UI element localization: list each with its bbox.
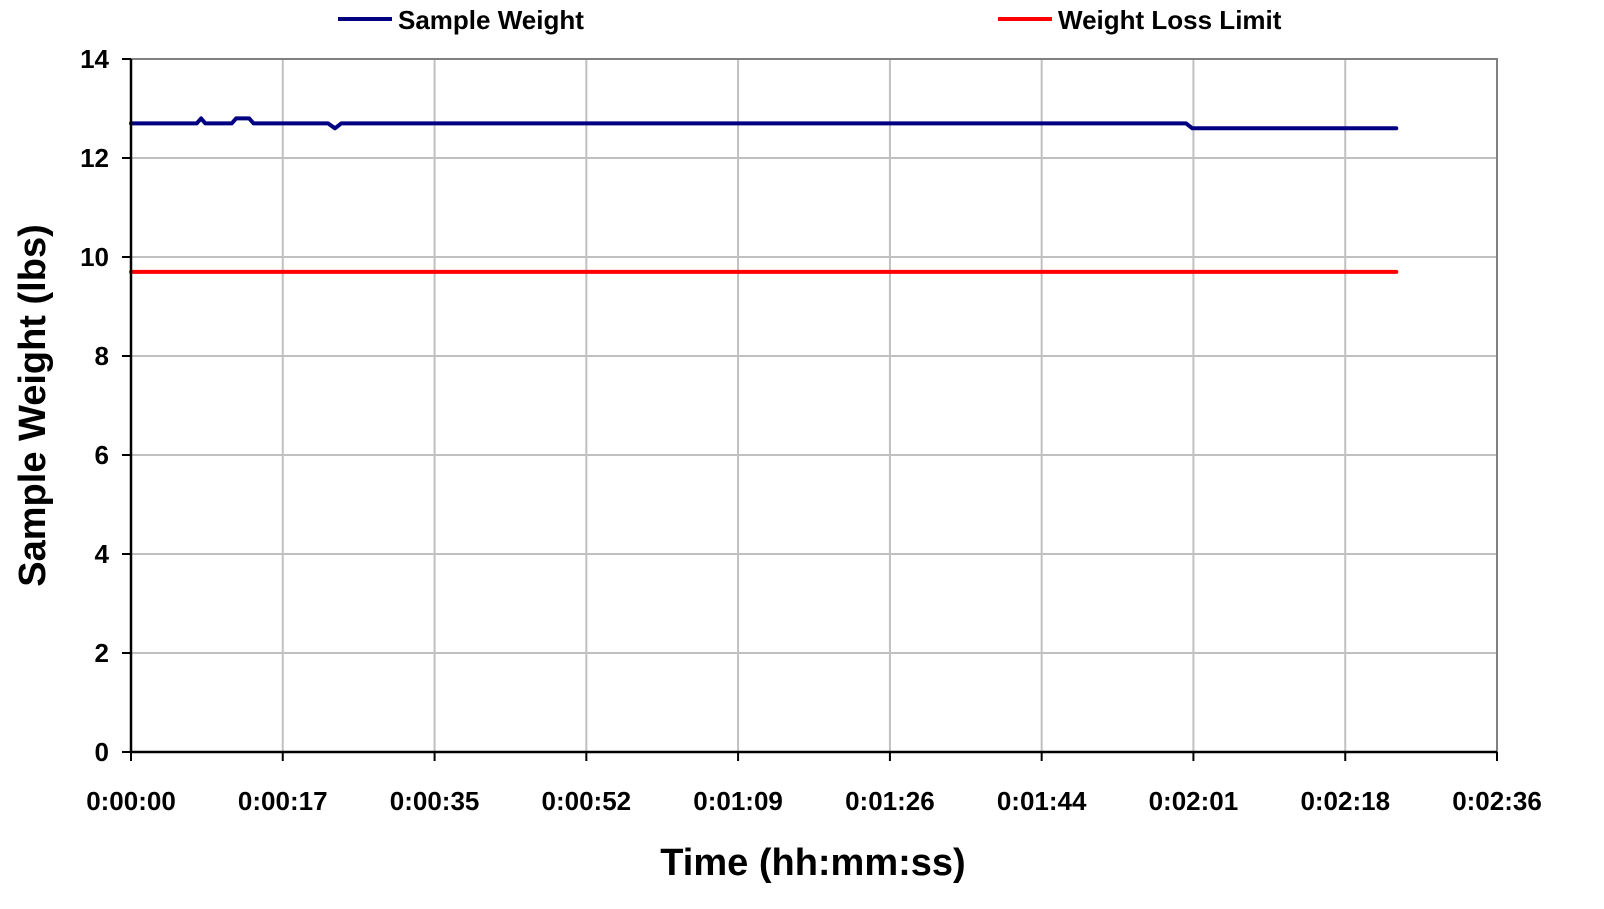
x-tick-label: 0:00:17 [238,786,328,816]
legend: Sample Weight Weight Loss Limit [338,5,1282,35]
y-tick-label: 0 [95,737,109,767]
y-tick-label: 4 [95,539,110,569]
x-tick-label: 0:02:18 [1300,786,1390,816]
y-tick-label: 14 [80,44,109,74]
y-tick-label: 8 [95,341,109,371]
y-tick-label: 10 [80,242,109,272]
y-tick-label: 6 [95,440,109,470]
plot-area-frame [130,58,1498,753]
legend-label: Weight Loss Limit [1058,5,1282,35]
x-axis-title: Time (hh:mm:ss) [660,842,965,884]
x-tick-label: 0:01:44 [997,786,1087,816]
x-tick-label: 0:00:00 [86,786,176,816]
tick-labels: 0 2 4 6 8 10 12 14 0:00:00 0:00:17 0:00:35 0:00:52 0… [80,44,1542,816]
y-axis-title: Sample Weight (lbs) [12,224,54,586]
legend-label: Sample Weight [398,5,584,35]
x-tick-label: 0:01:09 [693,786,783,816]
x-tick-label: 0:02:01 [1149,786,1239,816]
y-tick-label: 2 [95,638,109,668]
series-line-sample-weight [129,116,1399,131]
series-lines [129,116,1399,274]
x-tick-label: 0:01:26 [845,786,935,816]
grid-lines [131,58,1497,752]
axes [122,58,1498,761]
y-tick-label: 12 [80,143,109,173]
x-tick-label: 0:00:52 [542,786,632,816]
x-tick-label: 0:02:36 [1452,786,1542,816]
x-tick-label: 0:00:35 [390,786,480,816]
